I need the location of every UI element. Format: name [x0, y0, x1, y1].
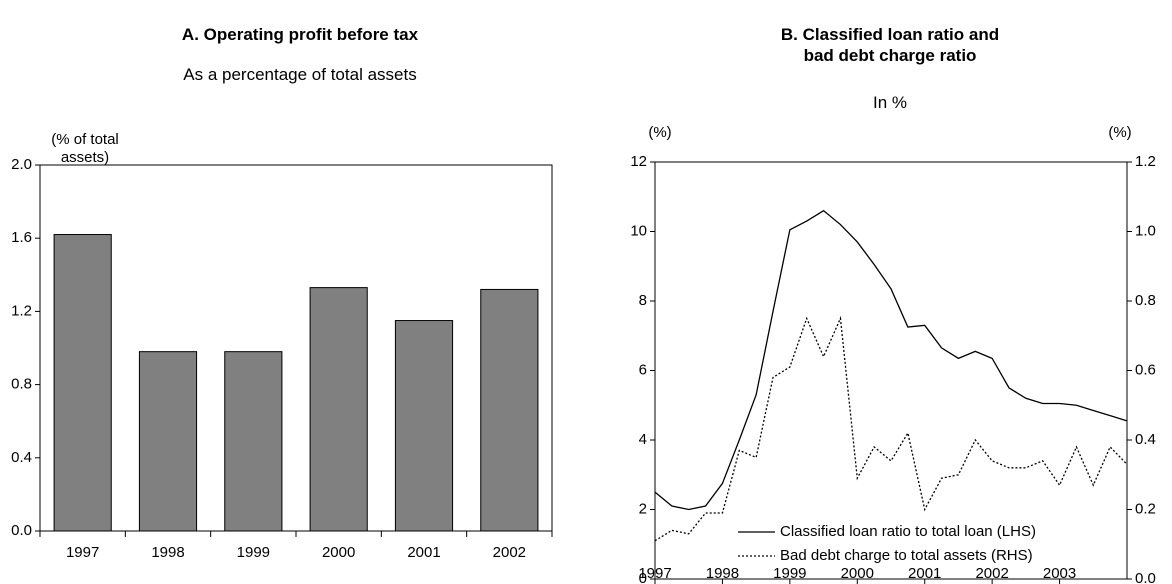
x-tick-label: 2001: [407, 544, 440, 561]
y-tick-label: 8: [639, 292, 647, 309]
x-tick-label: 2000: [322, 544, 355, 561]
x-tick-label: 2000: [841, 565, 874, 582]
y-tick-label: 2: [639, 500, 647, 517]
x-tick-label: 2003: [1043, 565, 1076, 582]
bar: [309, 287, 368, 532]
y2-tick-label: 1.0: [1135, 222, 1156, 239]
series-line: [654, 315, 1128, 542]
x-tick-label: 1998: [151, 544, 184, 561]
y-tick-label: 10: [630, 222, 647, 239]
x-tick-label: 1999: [237, 544, 270, 561]
bar: [394, 320, 454, 532]
bar: [480, 288, 539, 532]
plot-area: [654, 161, 1128, 580]
y2-tick-label: 1.2: [1135, 153, 1156, 170]
y-tick-label: 0: [639, 570, 647, 584]
x-tick-label: 1997: [66, 544, 99, 561]
plot-area: [39, 164, 553, 532]
x-tick-label: 2002: [975, 565, 1008, 582]
chart-subtitle: In %: [872, 93, 908, 112]
y-tick-label: 1.2: [11, 302, 32, 319]
y-tick-label: 12: [630, 153, 647, 170]
series-line: [654, 209, 1128, 511]
y2-tick-label: 0.0: [1135, 570, 1156, 584]
bar: [224, 351, 283, 532]
y-tick-label: 2.0: [11, 156, 32, 173]
y2-tick-label: 0.2: [1135, 500, 1156, 517]
y2-axis-label: (%): [1108, 124, 1132, 141]
y-tick-label: 6: [639, 361, 647, 378]
bar: [138, 351, 198, 532]
x-tick-label: 2001: [908, 565, 941, 582]
y2-tick-label: 0.6: [1135, 361, 1156, 378]
legend-label: Bad debt charge to total assets (RHS): [780, 547, 1033, 564]
y-axis-label: (% of total assets): [51, 131, 119, 166]
y2-tick-label: 0.4: [1135, 431, 1156, 448]
y2-tick-label: 0.8: [1135, 292, 1156, 309]
y-tick-label: 0.8: [11, 376, 32, 393]
y-tick-label: 4: [639, 431, 647, 448]
y-tick-label: 0.4: [11, 449, 32, 466]
bar: [53, 234, 112, 532]
y-tick-label: 1.6: [11, 229, 32, 246]
x-tick-label: 1997: [638, 565, 671, 582]
chart-title: B. Classified loan ratio and bad debt ch…: [780, 25, 1000, 65]
x-tick-label: 1999: [773, 565, 806, 582]
y-tick-label: 0.0: [11, 522, 32, 539]
x-tick-label: 2002: [493, 544, 526, 561]
y-axis-label: (%): [648, 124, 672, 141]
x-tick-label: 1998: [706, 565, 739, 582]
legend-label: Classified loan ratio to total loan (LHS…: [780, 523, 1036, 540]
chart-subtitle: As a percentage of total assets: [183, 65, 417, 84]
chart-title: A. Operating profit before tax: [181, 25, 419, 44]
